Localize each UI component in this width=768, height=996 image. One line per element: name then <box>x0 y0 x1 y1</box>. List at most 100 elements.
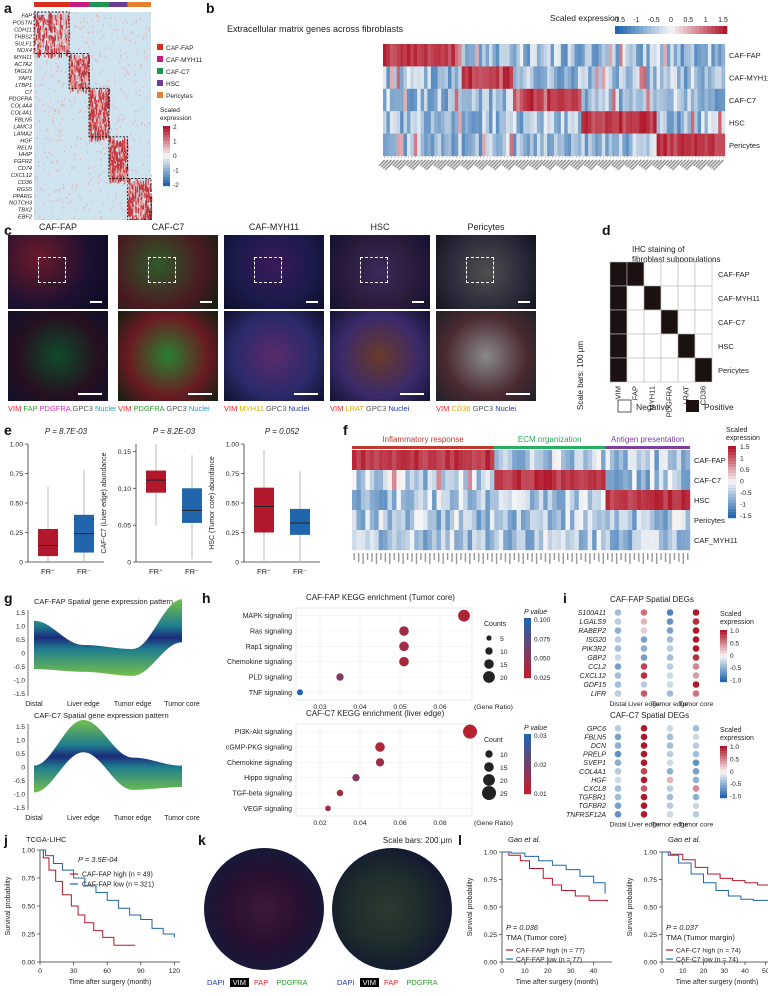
micrograph-overview <box>118 235 218 309</box>
scale-tick: 1.5 <box>718 17 728 24</box>
panel-a-heatmap: FAPPOSTNCDH11THBS2SULF1NOX4MYH11ACTA2TAG… <box>9 2 203 220</box>
stain-label: GPC3 <box>265 404 289 413</box>
deg-dot <box>614 663 622 670</box>
scale-tick: 1 <box>173 139 177 146</box>
panel-b-scale-title: Scaled expression <box>550 13 620 23</box>
y-tick: 1.00 <box>484 850 497 857</box>
gene-label: HGF <box>20 138 32 144</box>
x-tick: 30 <box>720 968 728 975</box>
group-bar <box>605 446 690 449</box>
deg-dot <box>692 793 700 801</box>
stain-label: DAPI <box>337 978 355 987</box>
deg-dot <box>614 785 622 792</box>
deg-dot <box>666 609 674 616</box>
panel-label-a: a <box>4 0 12 16</box>
micrograph-zoom <box>118 311 218 401</box>
ihc-cell <box>694 333 713 359</box>
x-tick: 30 <box>70 968 78 975</box>
deg-dot <box>692 636 700 643</box>
term-label: cGMP-PKG signaling <box>226 745 292 752</box>
y-tick: 0.50 <box>644 905 657 912</box>
term-label: Chemokine signaling <box>227 659 292 666</box>
group-title: Antigen presentation <box>611 435 684 444</box>
col-label: PDGFRA <box>665 386 674 417</box>
y-tick: 0.50 <box>226 501 239 508</box>
y-tick: 0.00 <box>22 960 35 967</box>
term-label: Chemokine signaling <box>227 760 292 767</box>
gene-label: LIFR <box>591 691 606 698</box>
size-legend-tick: 20 <box>500 778 508 785</box>
scale-tick: 0.5 <box>730 640 739 647</box>
x-tick: Tumor core <box>679 701 714 708</box>
deg-dot <box>640 654 648 661</box>
deg-dot <box>666 681 674 688</box>
x-tick: 0 <box>500 968 504 975</box>
stain-label: GPC3 <box>366 404 389 413</box>
term-label: PLD signaling <box>249 675 292 682</box>
row-label: CAF-FAP <box>729 51 761 60</box>
stain-label: PDGFRA <box>276 978 308 987</box>
deg-dot <box>640 636 648 643</box>
x-tick: 40 <box>741 968 749 975</box>
micrograph-overview <box>436 235 536 309</box>
scale-tick: 0 <box>730 769 734 776</box>
scale-title: expression <box>720 735 754 742</box>
plot-title: CAF-FAP Spatial DEGs <box>610 595 694 604</box>
scale-title: expression <box>160 115 192 122</box>
gene-label: TAGLN <box>14 69 33 75</box>
micrograph-zoom <box>330 311 430 401</box>
deg-dot <box>692 802 700 809</box>
stain-label: VIM <box>118 404 134 413</box>
deg-dot <box>692 811 700 818</box>
deg-dot <box>640 759 648 766</box>
panel-label-f: f <box>343 422 348 438</box>
y-tick: 0.75 <box>10 471 23 478</box>
group-bar <box>352 446 494 449</box>
term-label: VEGF signaling <box>243 806 292 813</box>
panel-l-km-curves: Gao et al. 0.00 0.25 0.50 0.75 1.00 0 10 20 30 40 T… <box>467 835 768 986</box>
deg-dot <box>640 645 648 652</box>
deg-dot <box>614 681 622 688</box>
scale-tick: 1.5 <box>740 444 750 451</box>
deg-dot <box>640 811 648 818</box>
legend-label: CAF-FAP high (n = 77) <box>516 948 585 955</box>
deg-dot <box>640 793 648 801</box>
svg-text:Scaled: Scaled <box>720 611 742 618</box>
stain-legend: VIM LRAT GPC3 Nuclei <box>330 404 434 413</box>
deg-dot <box>614 793 622 801</box>
stain-label: FAP <box>254 978 269 987</box>
deg-dot <box>614 802 622 809</box>
gene-label: CXCL12 <box>580 673 607 680</box>
scale-tick: 0 <box>740 479 744 486</box>
legend-negative-swatch <box>617 399 632 413</box>
deg-dot <box>692 618 700 625</box>
x-tick: Tumor core <box>164 701 200 708</box>
scale-tick: 1.0 <box>730 744 739 751</box>
gene-label: GDF15 <box>583 682 606 689</box>
p-value: P = 8.2E-03 <box>153 427 196 436</box>
y-tick: 0 <box>21 651 25 658</box>
stain-label: PDGFRA <box>406 978 438 987</box>
x-tick: Tumor edge <box>114 701 152 708</box>
gene-label: PRELP <box>583 752 606 759</box>
ihc-cell <box>677 261 696 287</box>
enrichment-dot <box>399 656 409 667</box>
deg-dot <box>614 768 622 775</box>
y-tick: 0.15 <box>118 449 131 456</box>
ihc-cell <box>626 333 645 359</box>
ihc-cell <box>609 261 628 287</box>
stain-label: Nuclei <box>288 404 310 413</box>
box <box>38 528 58 557</box>
gene-label: HGF <box>591 777 607 784</box>
row-label: HSC <box>729 118 745 127</box>
legend-label: CAF-C7 high (n = 74) <box>676 948 741 955</box>
stain-label: VIM <box>229 978 249 987</box>
panel-label-k: k <box>198 832 206 848</box>
scale-tick: 1.0 <box>730 628 739 635</box>
row-label: CAF-C7 <box>718 318 745 327</box>
legend-label: CAF-C7 low (n = 74) <box>676 957 738 964</box>
expression-band <box>34 719 182 793</box>
size-legend-tick: 5 <box>500 636 504 643</box>
gene-label: CXCL12 <box>11 173 33 179</box>
ihc-cell <box>626 261 645 287</box>
